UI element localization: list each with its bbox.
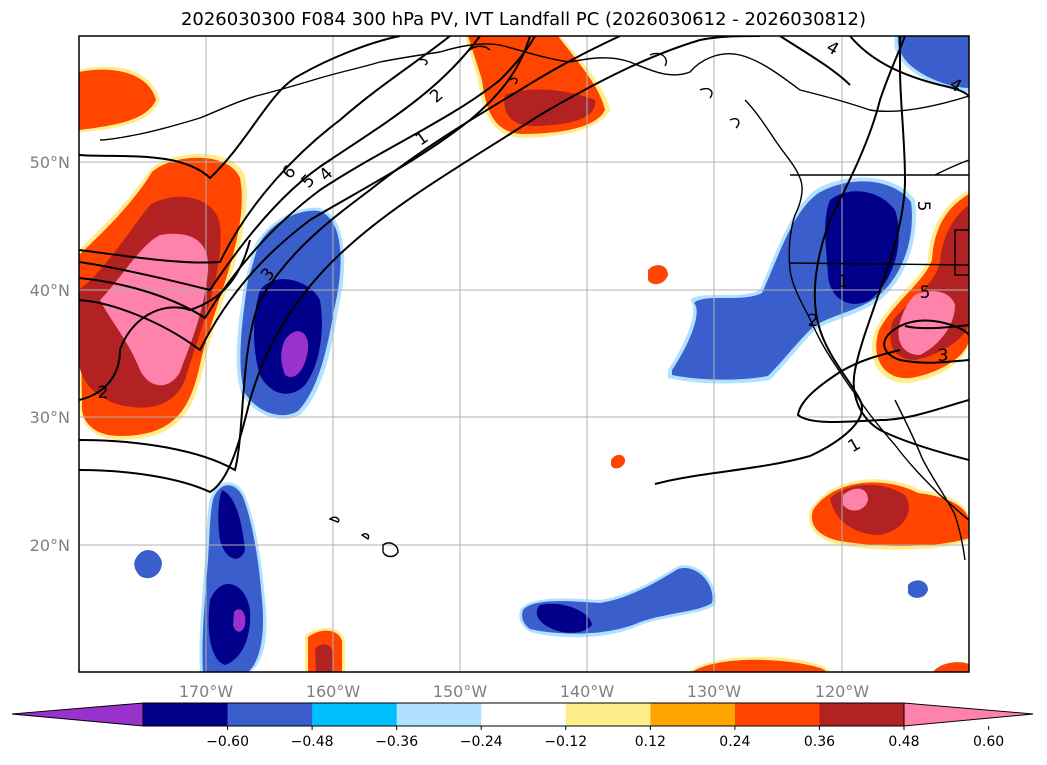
colorbar-cell (819, 703, 905, 726)
lon-label: 150°W (433, 682, 488, 701)
colorbar-tick-label: −0.48 (291, 734, 334, 750)
colorbar-tick-label: −0.36 (375, 734, 418, 750)
lat-label: 50°N (30, 153, 70, 172)
contour-label: 3 (938, 346, 949, 366)
contour-label: 2 (808, 311, 819, 331)
colorbar-tick-label: 0.12 (635, 734, 666, 750)
colorbar-tick-label: −0.12 (544, 734, 587, 750)
colorbar-tick-label: 0.24 (719, 734, 750, 750)
lon-label: 170°W (179, 682, 234, 701)
map-area: 6 5 4 3 2 1 2 1 4 4 5 5 3 1 2 (79, 36, 969, 672)
longitude-labels: 170°W 160°W 150°W 140°W 130°W 120°W (179, 682, 870, 701)
cold-anomaly-south (199, 482, 267, 672)
cold-anomaly-small (134, 36, 969, 598)
contour-label: 1 (838, 272, 849, 292)
colorbar-tick-label: −0.60 (206, 734, 249, 750)
colorbar-cell (312, 703, 398, 726)
pv-contours (79, 36, 969, 494)
latitude-labels: 50°N 40°N 30°N 20°N (30, 153, 70, 555)
lat-label: 20°N (30, 536, 70, 555)
colorbar-tick-label: −0.24 (460, 734, 503, 750)
colorbar-extend-max (904, 703, 1033, 726)
coastlines (99, 43, 969, 561)
warm-anomaly-southeast (808, 479, 969, 550)
lat-label: 30°N (30, 408, 70, 427)
colorbar-tick-label: 0.48 (888, 734, 919, 750)
colorbar-cell (396, 703, 482, 726)
colorbar-cell (734, 703, 820, 726)
colorbar-cell (481, 703, 567, 726)
colorbar: −0.60 −0.48 −0.36 −0.24 −0.12 0.12 0.24 0.36 0.4… (11, 702, 1034, 750)
lon-label: 160°W (306, 682, 361, 701)
colorbar-ticks: −0.60 −0.48 −0.36 −0.24 −0.12 0.12 0.24 0.36 0.4… (206, 726, 1004, 750)
colorbar-cell (227, 703, 313, 726)
contour-label: 5 (913, 201, 933, 212)
colorbar-extend-min (12, 703, 143, 726)
lon-label: 140°W (560, 682, 615, 701)
map-frame (78, 35, 970, 673)
graticule (79, 36, 969, 672)
warm-anomaly-north (465, 36, 610, 138)
warm-anomaly-east (871, 190, 969, 384)
lon-label: 120°W (815, 682, 870, 701)
colorbar-tick-label: 0.60 (973, 734, 1004, 750)
colorbar-cells (12, 703, 1033, 726)
colorbar-cell (650, 703, 736, 726)
colorbar-cell (565, 703, 651, 726)
contour-label: 2 (98, 383, 109, 403)
lon-label: 130°W (687, 682, 742, 701)
lat-label: 40°N (30, 281, 70, 300)
map-title: 2026030300 F084 300 hPa PV, IVT Landfall… (180, 9, 867, 30)
colorbar-cell (143, 703, 229, 726)
colorbar-tick-label: 0.36 (804, 734, 835, 750)
cold-anomaly-tropical (519, 565, 716, 638)
contour-label: 5 (920, 283, 931, 303)
